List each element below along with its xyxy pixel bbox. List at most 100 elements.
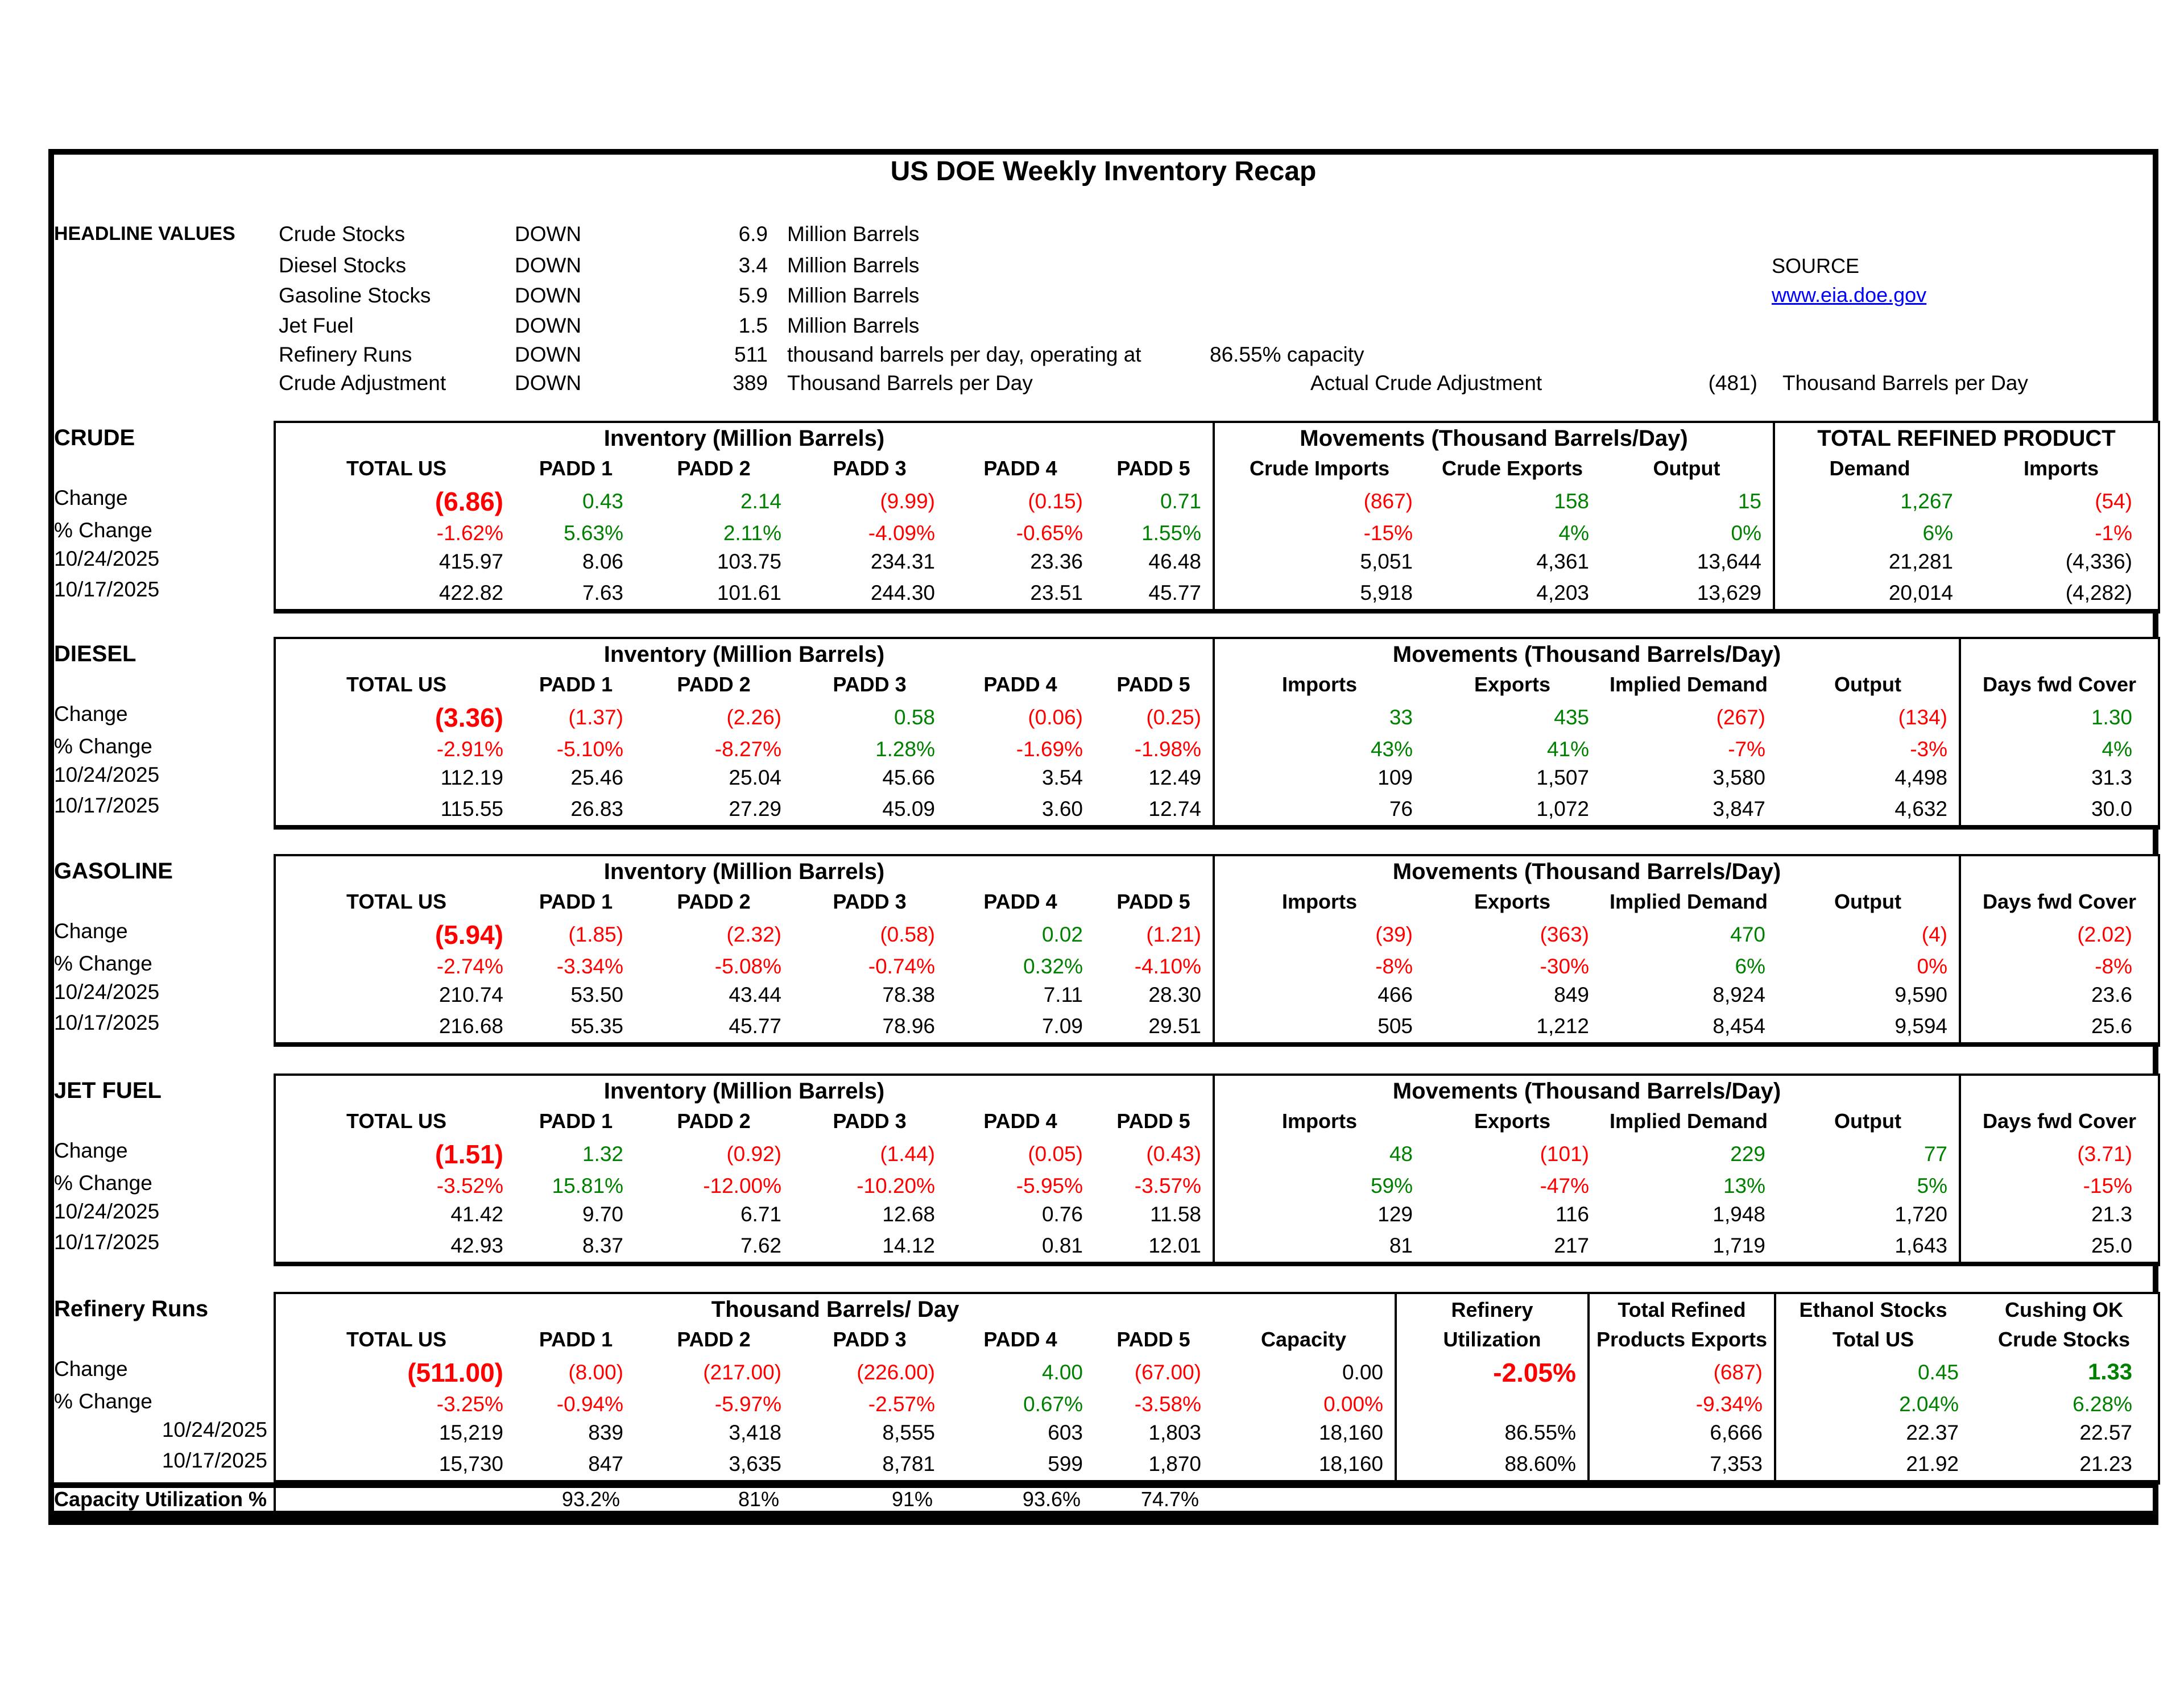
table-cell: 86.55% bbox=[1395, 1418, 1587, 1448]
source-link[interactable]: www.eia.doe.gov bbox=[1772, 283, 1927, 306]
column-header-cell: PADD 2 bbox=[677, 890, 751, 913]
table-cell: (3.71) bbox=[1959, 1135, 2158, 1172]
column-header-cell: PADD 1 bbox=[539, 1328, 613, 1351]
table-cell: (1.21) bbox=[1146, 922, 1201, 946]
table-row: -2.91% -5.10% -8.27% 1.28% -1.69% -1.98% 43% 41… bbox=[276, 736, 2158, 763]
column-header-cell: Output bbox=[1653, 457, 1720, 480]
table-cell: 45.77 bbox=[729, 1014, 781, 1038]
column-header-cell: PADD 2 bbox=[677, 457, 751, 480]
table-cell: -3% bbox=[1910, 737, 1947, 761]
table-cell: 46.48 bbox=[1148, 550, 1201, 573]
actual-crude-adjustment-value: (481) bbox=[1708, 371, 1757, 395]
table-cell: 4,361 bbox=[1536, 550, 1589, 573]
table-cell: 1.32 bbox=[582, 1142, 623, 1166]
column-header-row: TOTAL US PADD 1 PADD 2 PADD 3 PADD 4 PADD 5 Ca… bbox=[276, 1325, 2158, 1354]
capacity-row-bottom-border bbox=[48, 1511, 2158, 1521]
column-header-cell: Capacity bbox=[1260, 1328, 1347, 1351]
table-cell: 23.36 bbox=[1030, 550, 1083, 573]
table-cell: 1,948 bbox=[1713, 1203, 1765, 1226]
table-cell: (2.32) bbox=[726, 922, 781, 946]
table-cell: 115.55 bbox=[440, 797, 503, 820]
row-label-date2: 10/17/2025 bbox=[162, 1449, 267, 1472]
column-header-cell: Implied Demand bbox=[1609, 1109, 1768, 1133]
table-cell: 0.71 bbox=[1160, 489, 1201, 513]
headline-unit: thousand barrels per day, operating at bbox=[787, 343, 1141, 366]
group-header-row: Inventory (Million Barrels) Movements (Th… bbox=[276, 639, 2158, 670]
capacity-utilization-padd5: 74.7% bbox=[1140, 1487, 1199, 1511]
table-cell: -3.52% bbox=[436, 1174, 503, 1197]
row-label-date2: 10/17/2025 bbox=[54, 1011, 160, 1034]
table-cell: (511.00) bbox=[407, 1357, 503, 1387]
table-cell: 15 bbox=[1738, 489, 1761, 513]
table-cell: 5.63% bbox=[564, 521, 623, 545]
column-header-cell: PADD 2 bbox=[677, 1109, 751, 1133]
headline-item: Diesel Stocks bbox=[279, 254, 407, 277]
table-cell: 6% bbox=[1735, 955, 1765, 978]
row-label-date2: 10/17/2025 bbox=[54, 578, 160, 601]
table-row: (5.94) (1.85) (2.32) (0.58) 0.02 (1.21) (39) (3… bbox=[276, 916, 2158, 953]
table-row: 41.42 9.70 6.71 12.68 0.76 11.58 129 116 1,948 1,… bbox=[276, 1200, 2158, 1229]
table-cell: 112.19 bbox=[440, 766, 503, 789]
table-cell: 839 bbox=[588, 1421, 623, 1444]
table-cell: 7,353 bbox=[1587, 1448, 1774, 1480]
row-label-date1: 10/24/2025 bbox=[54, 980, 160, 1004]
headline-item: Crude Stocks bbox=[279, 222, 406, 246]
table-cell: -0.74% bbox=[868, 955, 935, 978]
table-cell: 216.68 bbox=[439, 1014, 503, 1038]
table-cell: 53.50 bbox=[570, 983, 623, 1006]
headline-direction: DOWN bbox=[515, 314, 582, 337]
capacity-utilization-padd1: 93.2% bbox=[561, 1487, 620, 1511]
table-cell: 41.42 bbox=[450, 1203, 503, 1226]
headline-unit: Million Barrels bbox=[787, 284, 920, 307]
table-cell: 8,781 bbox=[882, 1452, 935, 1475]
table-cell: 59% bbox=[1213, 1172, 1424, 1200]
table-cell: (1.44) bbox=[880, 1142, 935, 1166]
table-cell: -5.95% bbox=[1016, 1174, 1083, 1197]
table-row: (1.51) 1.32 (0.92) (1.44) (0.05) (0.43) 48 (101… bbox=[276, 1135, 2158, 1172]
headline-unit: Million Barrels bbox=[787, 254, 920, 277]
column-header-cell: TOTAL US bbox=[346, 457, 446, 480]
table-cell: 88.60% bbox=[1395, 1448, 1587, 1480]
row-label-pct-change: % Change bbox=[54, 519, 152, 542]
table-cell: -9.34% bbox=[1587, 1391, 1774, 1418]
table-cell: 31.3 bbox=[1959, 763, 2158, 793]
headline-row-diesel-stocks: Diesel Stocks DOWN 3.4 Million Barrels bbox=[0, 252, 2184, 279]
table-cell: (2.26) bbox=[726, 705, 781, 729]
table-cell: 8,555 bbox=[882, 1421, 935, 1444]
table-cell: 30.0 bbox=[1959, 793, 2158, 825]
table-cell: 0.76 bbox=[1041, 1203, 1083, 1226]
table-cell: 4,203 bbox=[1536, 581, 1589, 604]
headline-values-label: HEADLINE VALUES bbox=[54, 223, 235, 244]
table-cell: 25.46 bbox=[570, 766, 623, 789]
column-header-cell: TOTAL US bbox=[346, 673, 446, 696]
table-cell: 2.11% bbox=[723, 521, 781, 545]
headline-direction: DOWN bbox=[515, 371, 582, 395]
table-cell: 210.74 bbox=[439, 983, 503, 1006]
table-cell: 23.51 bbox=[1030, 581, 1083, 604]
table-cell: 21.92 bbox=[1774, 1448, 1970, 1480]
column-header-cell: PADD 3 bbox=[833, 1328, 907, 1351]
column-header-cell: Imports bbox=[2023, 457, 2099, 480]
column-header-cell: Days fwd Cover bbox=[1959, 1107, 2158, 1135]
column-header-cell: PADD 3 bbox=[833, 890, 907, 913]
headline-item: Crude Adjustment bbox=[279, 371, 446, 395]
table-cell: 22.37 bbox=[1774, 1418, 1970, 1448]
column-header-cell: Days fwd Cover bbox=[1959, 888, 2158, 916]
column-header-cell: Implied Demand bbox=[1609, 673, 1768, 696]
table-cell: 29.51 bbox=[1148, 1014, 1201, 1038]
table-cell: (8.00) bbox=[568, 1360, 623, 1384]
column-header-cell: PADD 1 bbox=[539, 890, 613, 913]
table-cell: 14.12 bbox=[882, 1233, 935, 1257]
table-cell: 8.37 bbox=[582, 1233, 623, 1257]
table-cell: 22.57 bbox=[2079, 1421, 2132, 1444]
table-cell: -3.25% bbox=[436, 1392, 503, 1416]
table-cell: 21,281 bbox=[1773, 547, 1964, 577]
table-cell: -10.20% bbox=[857, 1174, 935, 1197]
group-header-row: Thousand Barrels/ Day Refinery Total Refin… bbox=[276, 1294, 2158, 1325]
capacity-utilization-padd2: 81% bbox=[738, 1487, 779, 1511]
table-cell: -1% bbox=[2095, 521, 2132, 545]
table-cell: -15% bbox=[1959, 1172, 2158, 1200]
actual-crude-adjustment-unit: Thousand Barrels per Day bbox=[1782, 371, 2028, 395]
section-diesel: DIESEL Change % Change 10/24/2025 10/17/… bbox=[0, 637, 2184, 830]
table-cell: 1,267 bbox=[1773, 483, 1964, 520]
